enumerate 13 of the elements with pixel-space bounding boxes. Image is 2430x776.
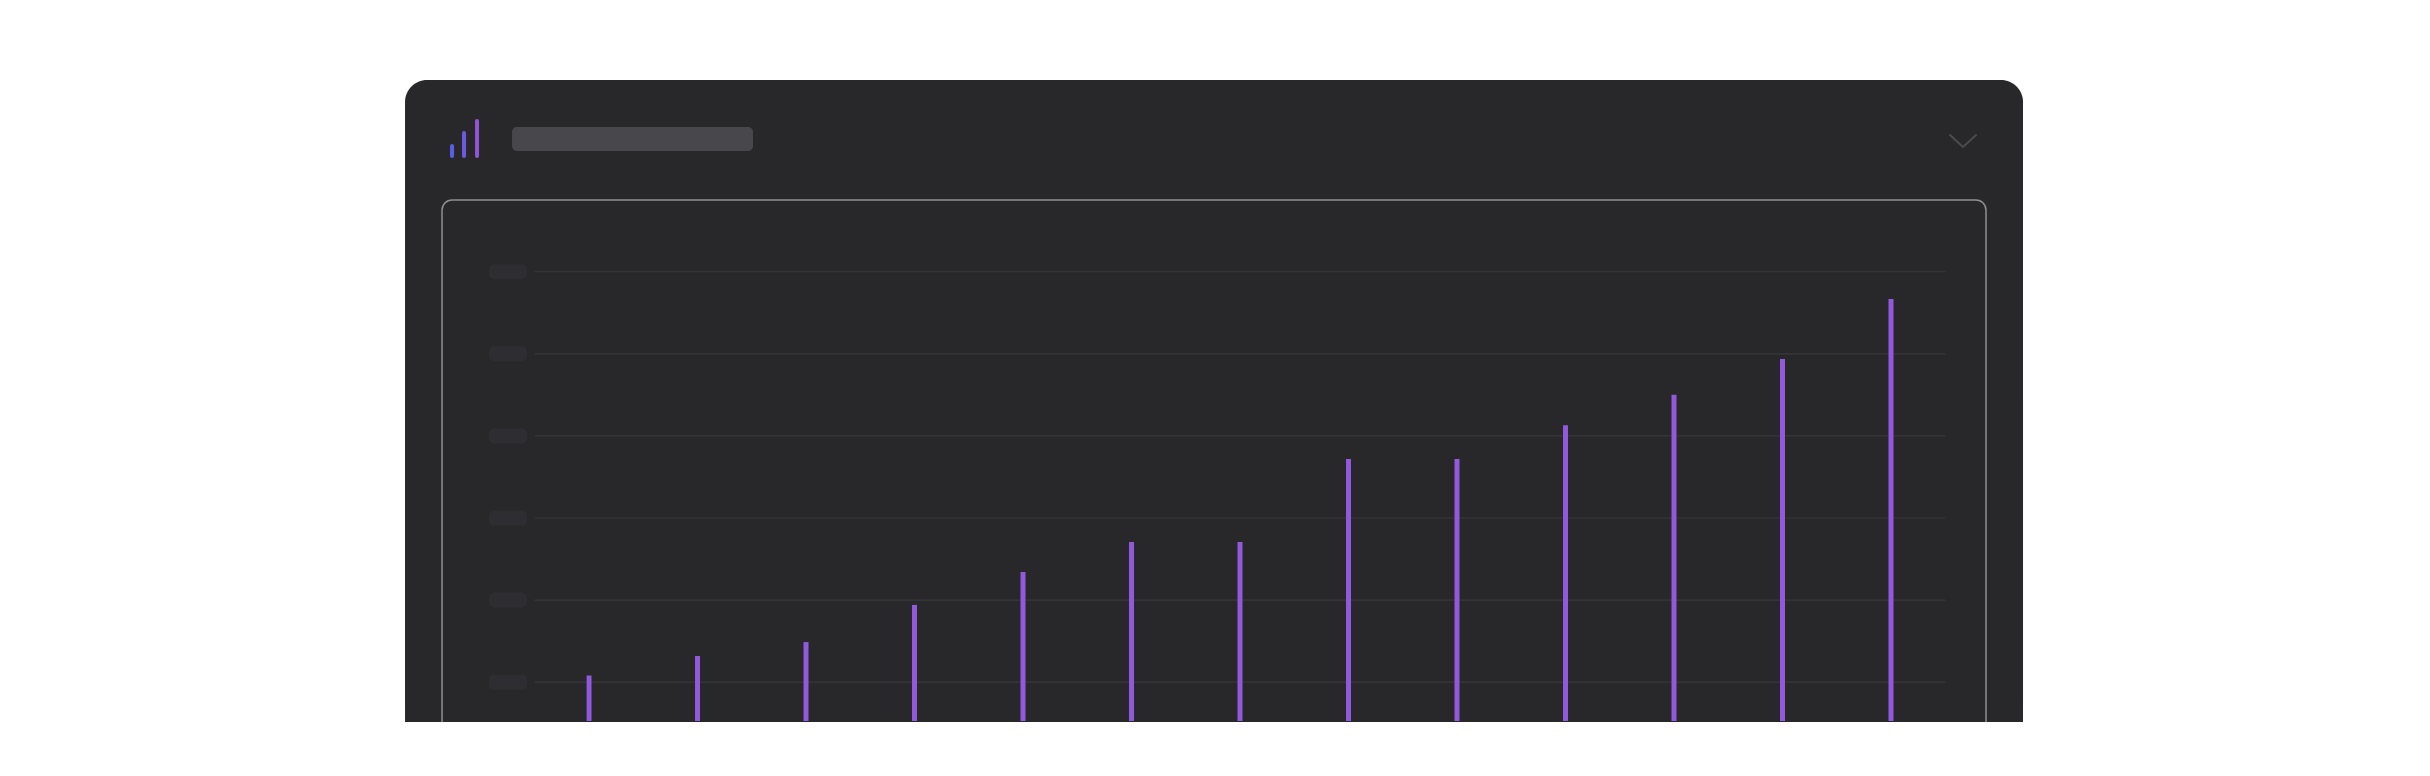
bar xyxy=(1563,425,1568,721)
bar xyxy=(586,675,592,721)
bar xyxy=(1780,358,1785,721)
bar xyxy=(803,642,809,721)
bar xyxy=(1237,542,1243,721)
bar xyxy=(1129,542,1135,721)
bar xyxy=(1888,298,1894,721)
bar xyxy=(1671,394,1677,721)
bar xyxy=(1020,572,1026,721)
bar xyxy=(912,604,918,721)
bar xyxy=(695,656,701,721)
bar xyxy=(1346,458,1352,721)
bar xyxy=(1454,458,1460,721)
